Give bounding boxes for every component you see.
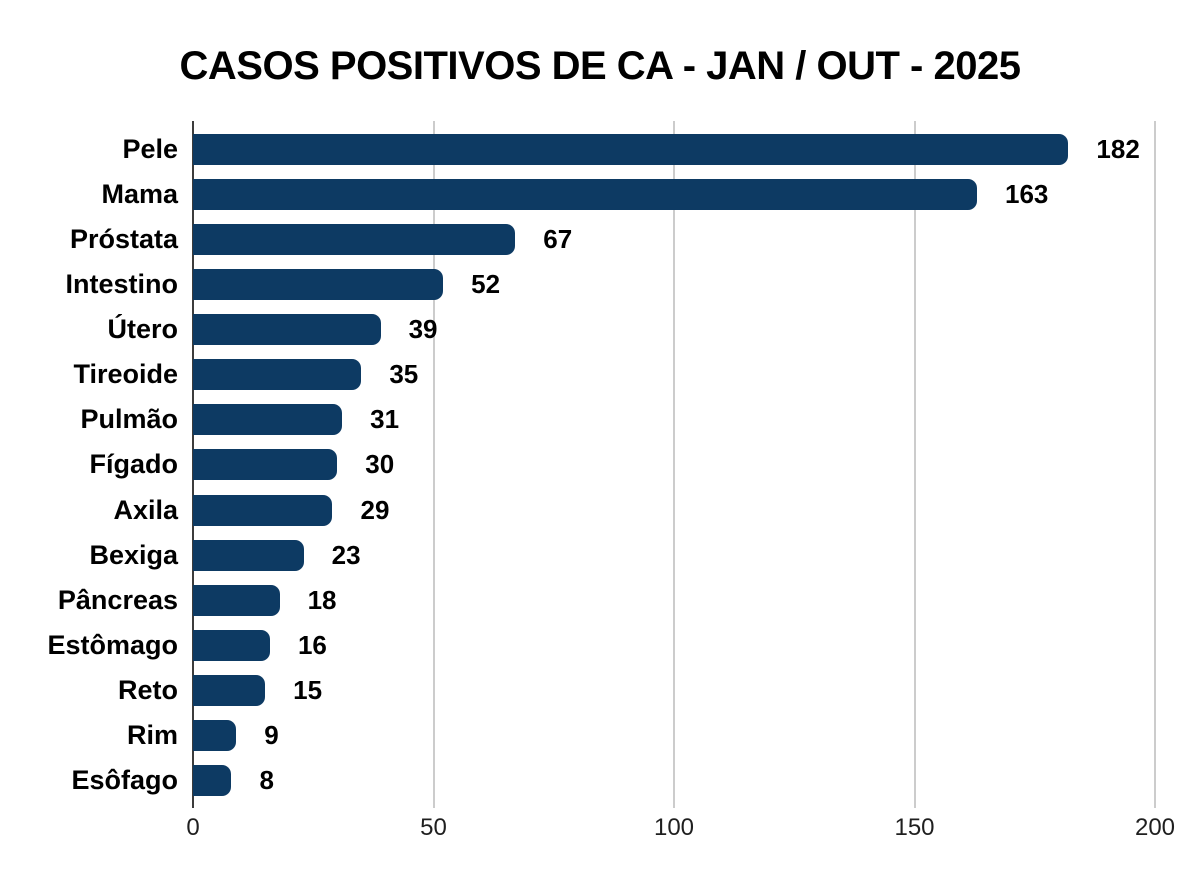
chart-row: Pele 182 [0, 127, 1200, 172]
category-label: Pele [122, 134, 178, 165]
bar-zone: 8 [193, 764, 1155, 796]
category-label: Intestino [65, 269, 179, 300]
bar [193, 314, 381, 346]
bar-chart: Pele 182 Mama 163 Próstata 67 Intestino 52 Útero… [0, 121, 1200, 808]
chart-row: Mama 163 [0, 172, 1200, 217]
bar [193, 179, 978, 211]
category-label: Fígado [89, 449, 179, 480]
value-label: 182 [1096, 134, 1140, 165]
bar-zone: 16 [193, 629, 1155, 661]
value-label: 30 [365, 449, 395, 480]
category-label: Próstata [69, 224, 178, 255]
gridline-200 [1154, 121, 1156, 808]
bar [193, 134, 1069, 166]
chart-row: Rim 9 [0, 713, 1200, 758]
category-label: Reto [118, 674, 178, 705]
x-tick-label: 50 [420, 814, 447, 841]
value-label: 52 [471, 269, 501, 300]
category-label: Esôfago [71, 764, 178, 795]
bar [193, 494, 333, 526]
category-label: Pulmão [80, 404, 178, 435]
gridline-100 [673, 121, 675, 808]
bar-zone: 30 [193, 449, 1155, 481]
x-tick-label: 150 [894, 814, 935, 841]
chart-row: Pâncreas 18 [0, 578, 1200, 623]
value-label: 16 [297, 629, 327, 660]
bar-zone: 15 [193, 674, 1155, 706]
chart-row: Axila 29 [0, 488, 1200, 533]
x-tick-label: 100 [653, 814, 695, 841]
value-label: 31 [370, 404, 400, 435]
chart-title: CASOS POSITIVOS DE CA - JAN / OUT - 2025 [179, 44, 1021, 88]
chart-row: Pulmão 31 [0, 397, 1200, 442]
bar-zone: 9 [193, 719, 1155, 751]
bar [193, 674, 266, 706]
chart-row: Intestino 52 [0, 262, 1200, 307]
category-label: Tireoide [73, 359, 178, 390]
category-label: Bexiga [89, 539, 178, 570]
value-label: 163 [1005, 179, 1049, 210]
gridline-150 [913, 121, 916, 808]
chart-row: Estômago 16 [0, 623, 1200, 668]
bar-zone: 182 [193, 134, 1155, 166]
bar-zone: 67 [193, 224, 1155, 256]
bar-zone: 18 [193, 584, 1155, 616]
x-tick-label: 200 [1134, 814, 1176, 841]
bar [193, 719, 237, 751]
bar [193, 539, 304, 571]
chart-row: Útero 39 [0, 307, 1200, 352]
bar-zone: 163 [193, 179, 1155, 211]
bar [193, 404, 343, 436]
value-label: 8 [259, 764, 274, 795]
bar-zone: 35 [193, 359, 1155, 391]
x-tick-label: 0 [186, 814, 200, 841]
category-label: Pâncreas [57, 584, 178, 615]
value-label: 9 [264, 719, 279, 750]
bar [193, 584, 280, 616]
bar-zone: 31 [193, 404, 1155, 436]
bar-zone: 39 [193, 314, 1155, 346]
value-label: 29 [360, 494, 390, 525]
value-label: 39 [408, 314, 438, 345]
bar [193, 764, 232, 796]
category-label: Estômago [47, 629, 178, 660]
category-label: Útero [107, 314, 178, 345]
chart-rows: Pele 182 Mama 163 Próstata 67 Intestino 52 Útero… [0, 121, 1200, 808]
category-label: Mama [101, 179, 178, 210]
value-label: 18 [307, 584, 337, 615]
chart-row: Fígado 30 [0, 442, 1200, 487]
bar-zone: 23 [193, 539, 1155, 571]
chart-row: Esôfago 8 [0, 758, 1200, 803]
value-label: 23 [331, 539, 361, 570]
bar-zone: 29 [193, 494, 1155, 526]
chart-row: Próstata 67 [0, 217, 1200, 262]
bar [193, 359, 362, 391]
x-axis: 0 50 100 150 200 [186, 814, 1175, 846]
category-label: Rim [126, 719, 178, 750]
bar [193, 449, 338, 481]
gridline-50 [432, 121, 435, 808]
bar-zone: 52 [193, 269, 1155, 301]
chart-row: Bexiga 23 [0, 533, 1200, 578]
bar [193, 269, 444, 301]
chart-row: Reto 15 [0, 668, 1200, 713]
category-label: Axila [113, 494, 178, 525]
value-label: 15 [293, 674, 323, 705]
bar [193, 629, 270, 661]
chart-row: Tireoide 35 [0, 352, 1200, 397]
bar [193, 224, 516, 256]
value-label: 67 [543, 224, 573, 255]
value-label: 35 [389, 359, 419, 390]
